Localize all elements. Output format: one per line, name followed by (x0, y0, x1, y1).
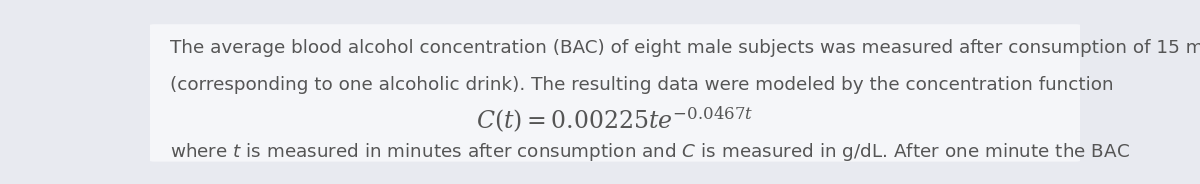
Text: where $t$ is measured in minutes after consumption and $C$ is measured in g/dL. : where $t$ is measured in minutes after c… (170, 141, 1130, 163)
Text: $C(t) = 0.00225te^{-0.0467t}$: $C(t) = 0.00225te^{-0.0467t}$ (476, 105, 754, 135)
Text: (corresponding to one alcoholic drink). The resulting data were modeled by the c: (corresponding to one alcoholic drink). … (170, 76, 1114, 94)
FancyBboxPatch shape (150, 24, 1080, 162)
Text: The average blood alcohol concentration (BAC) of eight male subjects was measure: The average blood alcohol concentration … (170, 39, 1200, 57)
